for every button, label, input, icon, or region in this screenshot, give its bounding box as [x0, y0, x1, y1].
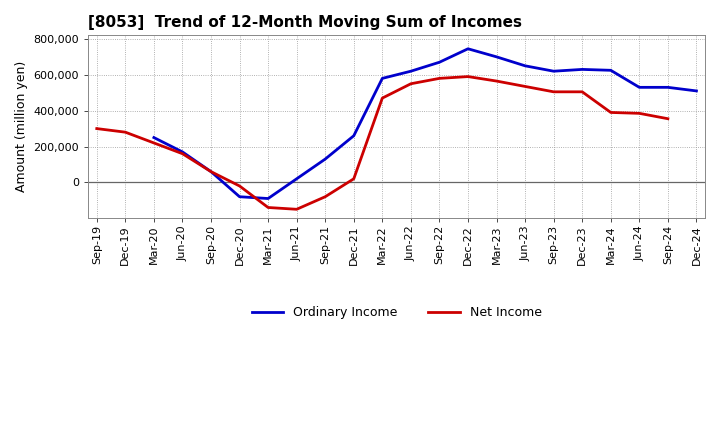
Net Income	[464, 74, 472, 79]
Y-axis label: Amount (million yen): Amount (million yen)	[15, 61, 28, 192]
Ordinary Income	[292, 176, 301, 181]
Net Income	[349, 176, 358, 181]
Ordinary Income	[407, 69, 415, 74]
Ordinary Income	[150, 135, 158, 140]
Net Income	[321, 194, 330, 199]
Ordinary Income	[464, 46, 472, 51]
Net Income	[492, 78, 501, 84]
Ordinary Income	[606, 68, 615, 73]
Ordinary Income	[349, 133, 358, 139]
Ordinary Income	[235, 194, 244, 199]
Ordinary Income	[578, 67, 587, 72]
Ordinary Income	[264, 196, 272, 201]
Net Income	[235, 183, 244, 189]
Net Income	[578, 89, 587, 95]
Net Income	[378, 95, 387, 101]
Net Income	[264, 205, 272, 210]
Ordinary Income	[635, 85, 644, 90]
Ordinary Income	[521, 63, 529, 69]
Ordinary Income	[692, 88, 701, 94]
Ordinary Income	[378, 76, 387, 81]
Net Income	[207, 169, 215, 174]
Net Income	[150, 140, 158, 146]
Ordinary Income	[492, 54, 501, 59]
Ordinary Income	[549, 69, 558, 74]
Line: Net Income: Net Income	[96, 77, 668, 209]
Ordinary Income	[321, 157, 330, 162]
Net Income	[606, 110, 615, 115]
Net Income	[521, 84, 529, 89]
Line: Ordinary Income: Ordinary Income	[154, 49, 696, 198]
Net Income	[635, 111, 644, 116]
Net Income	[435, 76, 444, 81]
Text: [8053]  Trend of 12-Month Moving Sum of Incomes: [8053] Trend of 12-Month Moving Sum of I…	[89, 15, 522, 30]
Net Income	[407, 81, 415, 86]
Ordinary Income	[178, 149, 186, 154]
Ordinary Income	[207, 169, 215, 174]
Net Income	[292, 207, 301, 212]
Net Income	[549, 89, 558, 95]
Net Income	[178, 151, 186, 156]
Ordinary Income	[435, 59, 444, 65]
Legend: Ordinary Income, Net Income: Ordinary Income, Net Income	[246, 301, 546, 324]
Net Income	[92, 126, 101, 131]
Net Income	[664, 116, 672, 121]
Ordinary Income	[664, 85, 672, 90]
Net Income	[121, 129, 130, 135]
